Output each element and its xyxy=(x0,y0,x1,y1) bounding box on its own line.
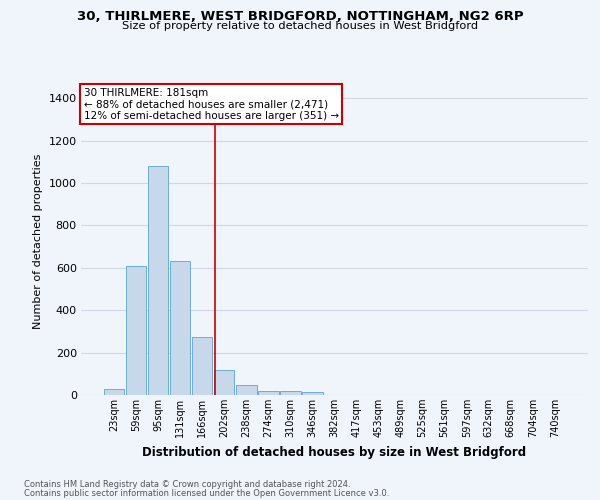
Bar xyxy=(214,370,235,395)
Bar xyxy=(104,388,124,395)
Text: Contains HM Land Registry data © Crown copyright and database right 2024.: Contains HM Land Registry data © Crown c… xyxy=(24,480,350,489)
Bar xyxy=(258,391,278,395)
Bar xyxy=(280,391,301,395)
Bar xyxy=(170,262,190,395)
Bar xyxy=(192,336,212,395)
X-axis label: Distribution of detached houses by size in West Bridgford: Distribution of detached houses by size … xyxy=(142,446,527,458)
Bar xyxy=(148,166,169,395)
Bar xyxy=(302,392,323,395)
Text: 30 THIRLMERE: 181sqm
← 88% of detached houses are smaller (2,471)
12% of semi-de: 30 THIRLMERE: 181sqm ← 88% of detached h… xyxy=(83,88,338,120)
Bar xyxy=(236,386,257,395)
Text: Contains public sector information licensed under the Open Government Licence v3: Contains public sector information licen… xyxy=(24,488,389,498)
Text: 30, THIRLMERE, WEST BRIDGFORD, NOTTINGHAM, NG2 6RP: 30, THIRLMERE, WEST BRIDGFORD, NOTTINGHA… xyxy=(77,10,523,23)
Bar xyxy=(126,266,146,395)
Y-axis label: Number of detached properties: Number of detached properties xyxy=(33,154,43,329)
Text: Size of property relative to detached houses in West Bridgford: Size of property relative to detached ho… xyxy=(122,21,478,31)
